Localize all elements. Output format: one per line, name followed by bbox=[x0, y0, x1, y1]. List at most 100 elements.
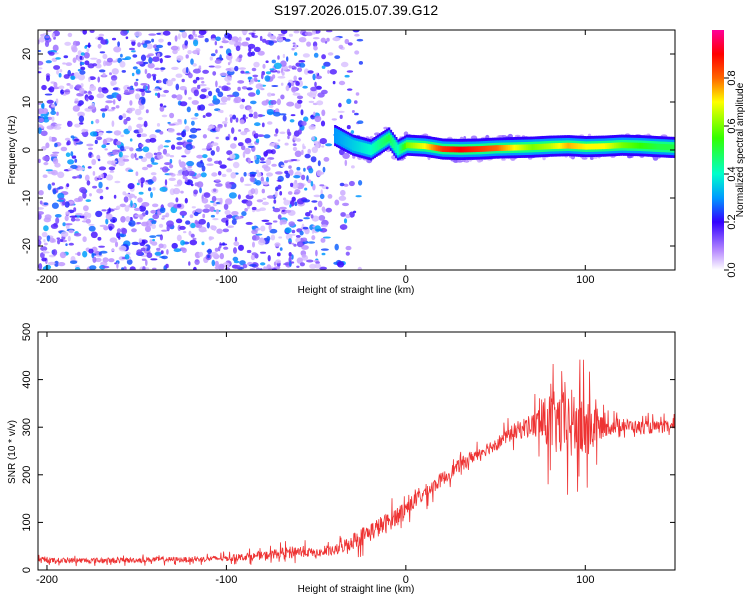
ridge-cell bbox=[651, 143, 655, 150]
noise-speckle bbox=[38, 158, 41, 164]
ridge-cell bbox=[432, 144, 436, 151]
noise-speckle bbox=[136, 249, 143, 255]
noise-speckle bbox=[252, 30, 256, 33]
ridge-cell bbox=[461, 146, 464, 153]
noise-speckle bbox=[280, 94, 285, 100]
noise-speckle bbox=[279, 113, 287, 116]
noise-speckle bbox=[116, 262, 119, 269]
noise-speckle bbox=[200, 172, 207, 178]
noise-speckle bbox=[196, 181, 204, 188]
noise-speckle bbox=[209, 206, 215, 212]
noise-speckle bbox=[55, 57, 61, 60]
noise-speckle bbox=[340, 61, 349, 68]
noise-speckle bbox=[229, 181, 235, 185]
noise-speckle bbox=[189, 239, 198, 246]
noise-speckle bbox=[184, 88, 187, 96]
noise-speckle bbox=[140, 247, 146, 252]
noise-speckle bbox=[256, 134, 265, 138]
noise-speckle bbox=[59, 251, 67, 259]
noise-speckle bbox=[120, 134, 124, 138]
noise-speckle bbox=[51, 169, 58, 176]
noise-speckle bbox=[40, 113, 49, 117]
noise-speckle bbox=[253, 46, 261, 53]
noise-speckle bbox=[74, 158, 78, 163]
noise-speckle bbox=[197, 35, 205, 38]
noise-speckle bbox=[156, 151, 162, 156]
noise-speckle bbox=[181, 155, 187, 158]
noise-speckle bbox=[50, 110, 57, 116]
noise-speckle bbox=[252, 241, 255, 248]
noise-speckle bbox=[203, 192, 211, 198]
snr-line bbox=[38, 359, 675, 567]
ridge-cell bbox=[425, 143, 428, 150]
colorbar-tick-label: 0.6 bbox=[726, 118, 738, 133]
noise-speckle bbox=[127, 183, 135, 190]
noise-speckle bbox=[313, 45, 318, 51]
noise-speckle bbox=[263, 134, 271, 139]
noise-speckle bbox=[198, 65, 202, 69]
spectrogram-image bbox=[38, 30, 675, 270]
noise-speckle bbox=[240, 70, 245, 74]
noise-speckle bbox=[233, 241, 240, 247]
noise-speckle bbox=[313, 52, 319, 58]
noise-speckle bbox=[201, 197, 209, 204]
snr-y-axis: 0 100 200 300 400 500 bbox=[21, 323, 675, 573]
noise-speckle bbox=[112, 150, 116, 155]
noise-speckle bbox=[351, 110, 355, 113]
noise-speckle bbox=[191, 206, 196, 209]
ridge-cell bbox=[554, 143, 558, 149]
noise-speckle bbox=[45, 142, 50, 149]
noise-speckle bbox=[140, 133, 148, 137]
noise-speckle bbox=[350, 130, 355, 134]
noise-speckle bbox=[321, 252, 326, 256]
noise-speckle bbox=[46, 99, 54, 104]
noise-speckle bbox=[251, 252, 258, 256]
noise-speckle bbox=[191, 100, 199, 105]
noise-speckle bbox=[122, 146, 131, 150]
noise-speckle bbox=[83, 205, 89, 212]
noise-speckle bbox=[38, 60, 44, 66]
ridge-cell bbox=[343, 137, 346, 144]
ridge-cell bbox=[402, 144, 405, 150]
noise-speckle bbox=[238, 36, 242, 42]
noise-speckle bbox=[150, 157, 155, 163]
ridge-cell bbox=[631, 142, 635, 149]
noise-speckle bbox=[165, 263, 169, 269]
noise-speckle bbox=[48, 136, 53, 142]
noise-speckle bbox=[312, 73, 316, 81]
noise-speckle bbox=[177, 203, 182, 208]
noise-speckle bbox=[226, 150, 233, 156]
noise-speckle bbox=[129, 138, 133, 142]
noise-speckle bbox=[62, 62, 66, 65]
noise-speckle bbox=[138, 179, 142, 184]
noise-speckle bbox=[171, 66, 179, 70]
ridge-cell bbox=[531, 144, 534, 150]
y-tick-label: -20 bbox=[21, 238, 33, 254]
halo-speckle bbox=[477, 158, 482, 163]
noise-speckle bbox=[142, 61, 149, 65]
noise-speckle bbox=[346, 98, 352, 105]
noise-speckle bbox=[98, 251, 102, 256]
noise-speckle bbox=[51, 116, 55, 122]
noise-speckle bbox=[77, 74, 85, 81]
noise-speckle bbox=[191, 120, 195, 126]
noise-speckle bbox=[188, 97, 192, 100]
noise-speckle bbox=[255, 227, 261, 231]
ridge-cell bbox=[558, 143, 561, 149]
noise-speckle bbox=[89, 131, 98, 137]
noise-speckle bbox=[84, 60, 90, 66]
ridge-cell bbox=[542, 143, 545, 150]
noise-speckle bbox=[97, 158, 101, 162]
noise-speckle bbox=[310, 86, 317, 92]
noise-speckle bbox=[298, 37, 307, 43]
noise-speckle bbox=[193, 89, 199, 97]
noise-speckle bbox=[87, 166, 92, 169]
noise-speckle bbox=[135, 157, 139, 161]
noise-speckle bbox=[267, 121, 273, 125]
noise-speckle bbox=[134, 152, 137, 159]
ridge-cell bbox=[536, 144, 540, 150]
noise-speckle bbox=[83, 129, 89, 132]
noise-speckle bbox=[38, 211, 44, 215]
noise-speckle bbox=[344, 159, 348, 167]
ridge-cell bbox=[570, 143, 574, 149]
